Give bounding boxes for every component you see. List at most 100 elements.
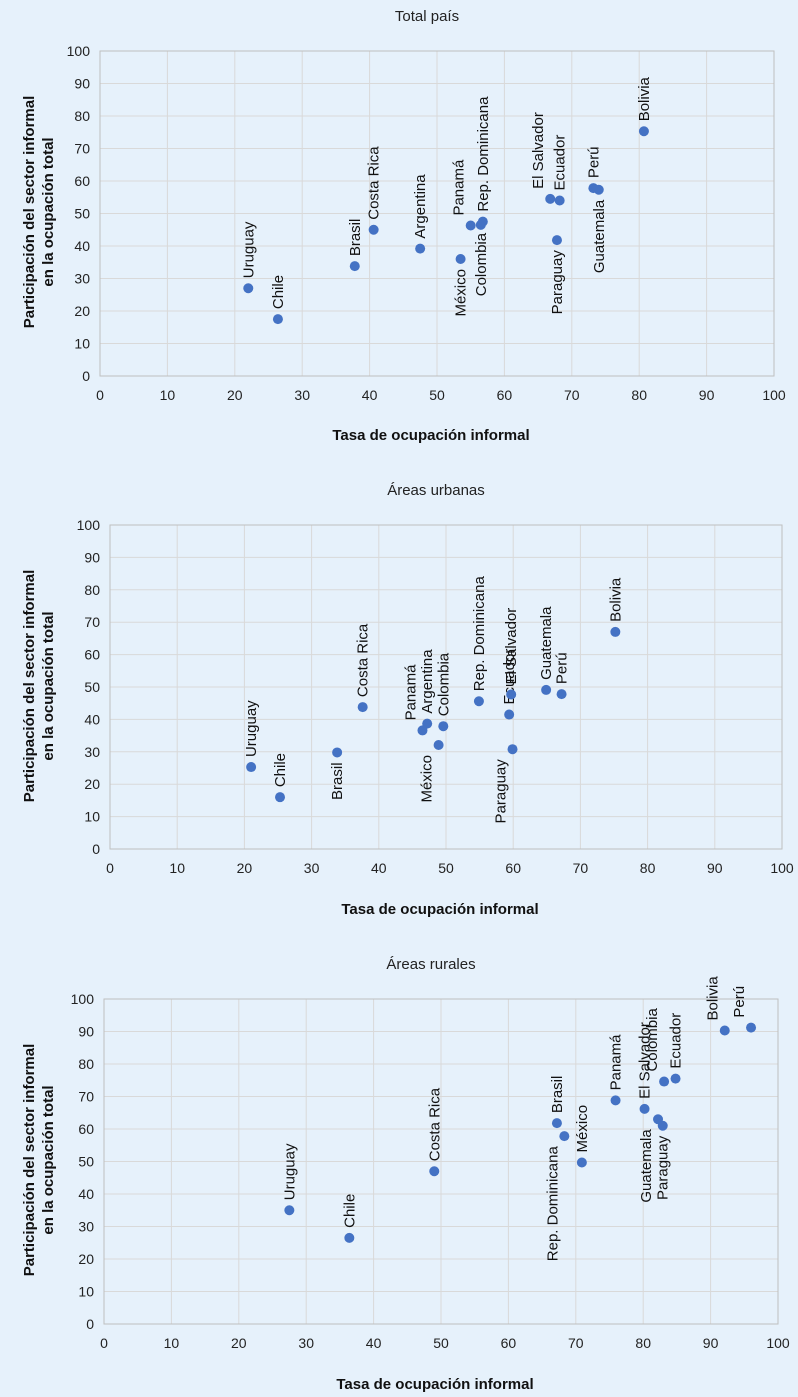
x-tick-label: 40: [371, 860, 387, 876]
data-point: [657, 1120, 668, 1131]
data-point-label: Brasil: [549, 1076, 566, 1114]
y-tick-label: 60: [78, 1121, 94, 1137]
chart-panel-3: Áreas rurales 0 10 20 30 40 50 60 70 80 90 100 0 10 20…: [21, 956, 790, 1393]
data-point-label: Argentina: [412, 174, 429, 239]
y-axis-label-line-1: Participación del sector informal: [21, 570, 38, 803]
x-tick-label: 100: [770, 860, 794, 876]
y-tick-label: 60: [74, 173, 90, 189]
chart-panel-1: Total país 0 10 20 30 40 50 60 70 80 90 100 0 10 20 30 4…: [21, 8, 786, 444]
data-point: [415, 243, 426, 254]
data-point-label: Chile: [341, 1194, 358, 1228]
y-tick-label: 10: [78, 1284, 94, 1300]
x-tick-label: 80: [640, 860, 656, 876]
data-point: [576, 1157, 587, 1168]
data-point-label: Paraguay: [655, 1135, 672, 1200]
y-axis-label-line-2: en la ocupación total: [40, 611, 57, 760]
x-tick-label: 10: [160, 387, 176, 403]
x-tick-label: 90: [707, 860, 723, 876]
data-point-label: Rep. Dominicana: [544, 1145, 561, 1261]
x-tick-label: 50: [438, 860, 454, 876]
data-point-label: Panamá: [402, 664, 419, 721]
x-tick-label: 100: [762, 387, 786, 403]
plot-area: [109, 524, 783, 850]
x-tick-label: 30: [298, 1335, 314, 1351]
data-point: [746, 1022, 757, 1033]
data-point-label: Costa Rica: [366, 146, 383, 220]
y-tick-label: 50: [74, 206, 90, 222]
data-point-label: El Salvador: [503, 608, 520, 685]
data-point: [719, 1025, 730, 1036]
data-point: [357, 702, 368, 713]
x-tick-label: 30: [304, 860, 320, 876]
data-point-label: El Salvador: [530, 112, 547, 189]
data-point-label: Brasil: [329, 762, 346, 800]
x-axis-label: Tasa de ocupación informal: [336, 1376, 533, 1393]
data-point-label: Guatemala: [591, 199, 608, 273]
data-point: [465, 220, 476, 231]
data-point-label: Perú: [585, 146, 602, 178]
data-point-label: México: [419, 755, 436, 803]
data-point: [368, 224, 379, 235]
x-tick-label: 40: [362, 387, 378, 403]
data-point: [559, 1131, 570, 1142]
y-axis-label-line-1: Participación del sector informal: [21, 1044, 38, 1277]
y-tick-label: 60: [84, 647, 100, 663]
data-point-label: Uruguay: [240, 221, 257, 278]
data-point: [506, 689, 517, 700]
data-point-label: Argentina: [419, 649, 436, 714]
y-tick-label: 80: [78, 1056, 94, 1072]
x-tick-label: 80: [635, 1335, 651, 1351]
data-point: [473, 696, 484, 707]
x-tick-label: 10: [164, 1335, 180, 1351]
data-point: [438, 721, 449, 732]
chart-title: Total país: [395, 8, 459, 25]
data-point-label: Perú: [731, 986, 748, 1018]
y-tick-label: 10: [84, 809, 100, 825]
data-point-label: Ecuador: [552, 135, 569, 191]
x-tick-label: 70: [573, 860, 589, 876]
x-tick-label: 0: [106, 860, 114, 876]
x-tick-label: 60: [497, 387, 513, 403]
x-axis-label: Tasa de ocupación informal: [332, 427, 529, 444]
y-tick-label: 0: [92, 841, 100, 857]
data-point: [504, 709, 515, 720]
data-point-label: Rep. Dominicana: [475, 96, 492, 212]
data-point: [670, 1073, 681, 1084]
x-axis-label: Tasa de ocupación informal: [341, 901, 538, 918]
x-tick-label: 70: [568, 1335, 584, 1351]
chart-title: Áreas urbanas: [387, 482, 485, 499]
data-point: [639, 1103, 650, 1114]
x-tick-label: 80: [631, 387, 647, 403]
data-point-label: Uruguay: [281, 1143, 298, 1200]
data-point-label: Chile: [272, 753, 289, 787]
data-point: [556, 689, 567, 700]
x-tick-label: 20: [231, 1335, 247, 1351]
data-point-label: Colombia: [644, 1008, 661, 1072]
data-point-label: Panamá: [451, 159, 468, 216]
y-tick-label: 90: [84, 549, 100, 565]
data-point: [507, 744, 518, 755]
x-tick-label: 0: [96, 387, 104, 403]
data-point-label: Rep. Dominicana: [471, 576, 488, 692]
y-tick-label: 70: [74, 141, 90, 157]
data-point-label: Costa Rica: [355, 623, 372, 697]
data-point: [610, 1095, 621, 1106]
x-tick-label: 20: [237, 860, 253, 876]
data-point-label: Uruguay: [243, 700, 260, 757]
data-point-label: Guatemala: [538, 606, 555, 680]
y-tick-label: 20: [74, 303, 90, 319]
data-point: [551, 235, 562, 246]
x-tick-label: 0: [100, 1335, 108, 1351]
data-point: [344, 1232, 355, 1243]
data-point: [541, 684, 552, 695]
y-tick-label: 50: [78, 1154, 94, 1170]
data-point-label: Guatemala: [638, 1129, 655, 1203]
y-axis-label-line-1: Participación del sector informal: [21, 96, 38, 329]
data-point: [246, 762, 257, 773]
data-point: [477, 216, 488, 227]
data-point-label: Colombia: [435, 652, 452, 716]
y-tick-label: 100: [67, 43, 91, 59]
y-tick-label: 80: [84, 582, 100, 598]
y-axis-label-line-2: en la ocupación total: [40, 1085, 57, 1234]
data-point-label: Chile: [270, 275, 287, 309]
